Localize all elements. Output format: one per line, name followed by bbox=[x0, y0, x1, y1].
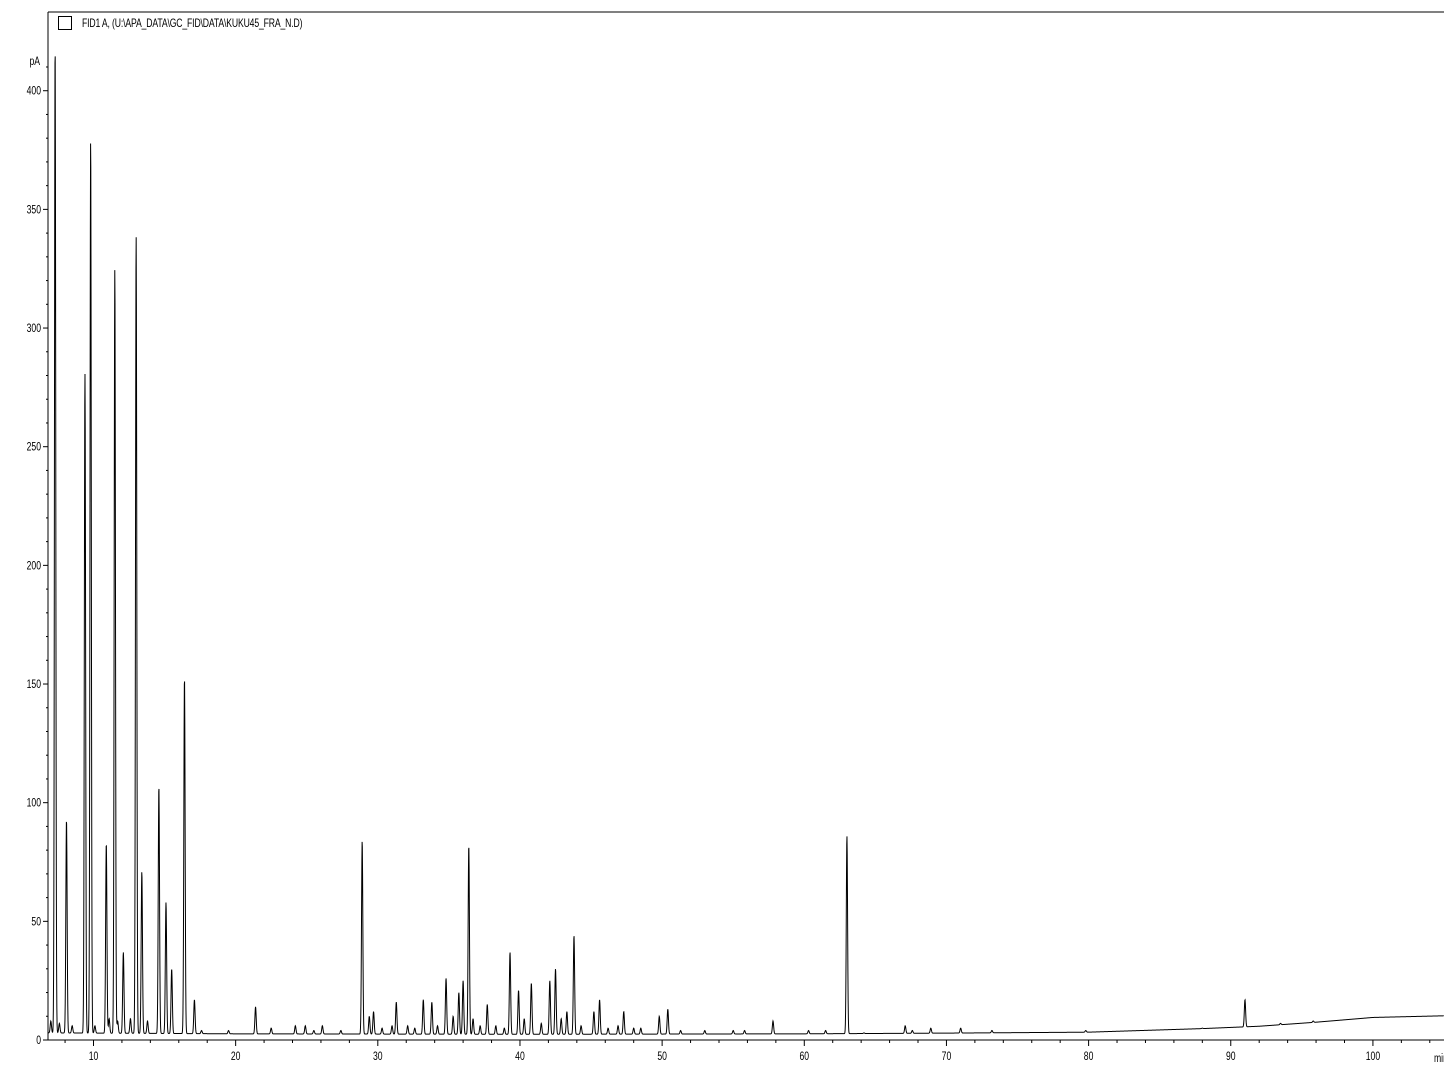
x-tick-label-40: 40 bbox=[515, 1051, 525, 1064]
x-tick-label-70: 70 bbox=[942, 1051, 952, 1064]
x-tick-label-30: 30 bbox=[373, 1051, 383, 1064]
x-axis-label: min bbox=[1434, 1053, 1444, 1066]
y-tick-label-300: 300 bbox=[27, 323, 42, 336]
y-tick-label-150: 150 bbox=[27, 679, 42, 692]
x-tick-label-10: 10 bbox=[89, 1051, 99, 1064]
y-axis-label: pA bbox=[29, 56, 40, 69]
x-tick-label-80: 80 bbox=[1084, 1051, 1094, 1064]
legend-checkbox[interactable] bbox=[58, 16, 72, 30]
signal-trace bbox=[48, 56, 1444, 1035]
x-axis-ticks: 10 20 30 40 50 60 70 80 90 100 bbox=[64, 1040, 1431, 1064]
y-tick-label-200: 200 bbox=[27, 560, 42, 573]
x-tick-label-60: 60 bbox=[799, 1051, 809, 1064]
y-axis-ticks: 0 50 100 150 200 250 300 350 400 bbox=[27, 66, 48, 1048]
x-tick-label-100: 100 bbox=[1366, 1051, 1381, 1064]
legend-label: FID1 A, (U:\APA_DATA\GC_FID\DATA\KUKU45_… bbox=[82, 16, 303, 30]
y-tick-label-400: 400 bbox=[27, 86, 42, 99]
y-tick-label-50: 50 bbox=[31, 916, 41, 929]
y-tick-label-100: 100 bbox=[27, 797, 42, 810]
y-tick-label-250: 250 bbox=[27, 442, 42, 455]
x-tick-label-90: 90 bbox=[1226, 1051, 1236, 1064]
y-tick-label-350: 350 bbox=[27, 204, 42, 217]
y-tick-label-0: 0 bbox=[36, 1035, 41, 1048]
chart-axes bbox=[47, 11, 1444, 1041]
x-tick-label-20: 20 bbox=[231, 1051, 241, 1064]
chart-legend: FID1 A, (U:\APA_DATA\GC_FID\DATA\KUKU45_… bbox=[58, 13, 388, 33]
x-tick-label-50: 50 bbox=[657, 1051, 667, 1064]
